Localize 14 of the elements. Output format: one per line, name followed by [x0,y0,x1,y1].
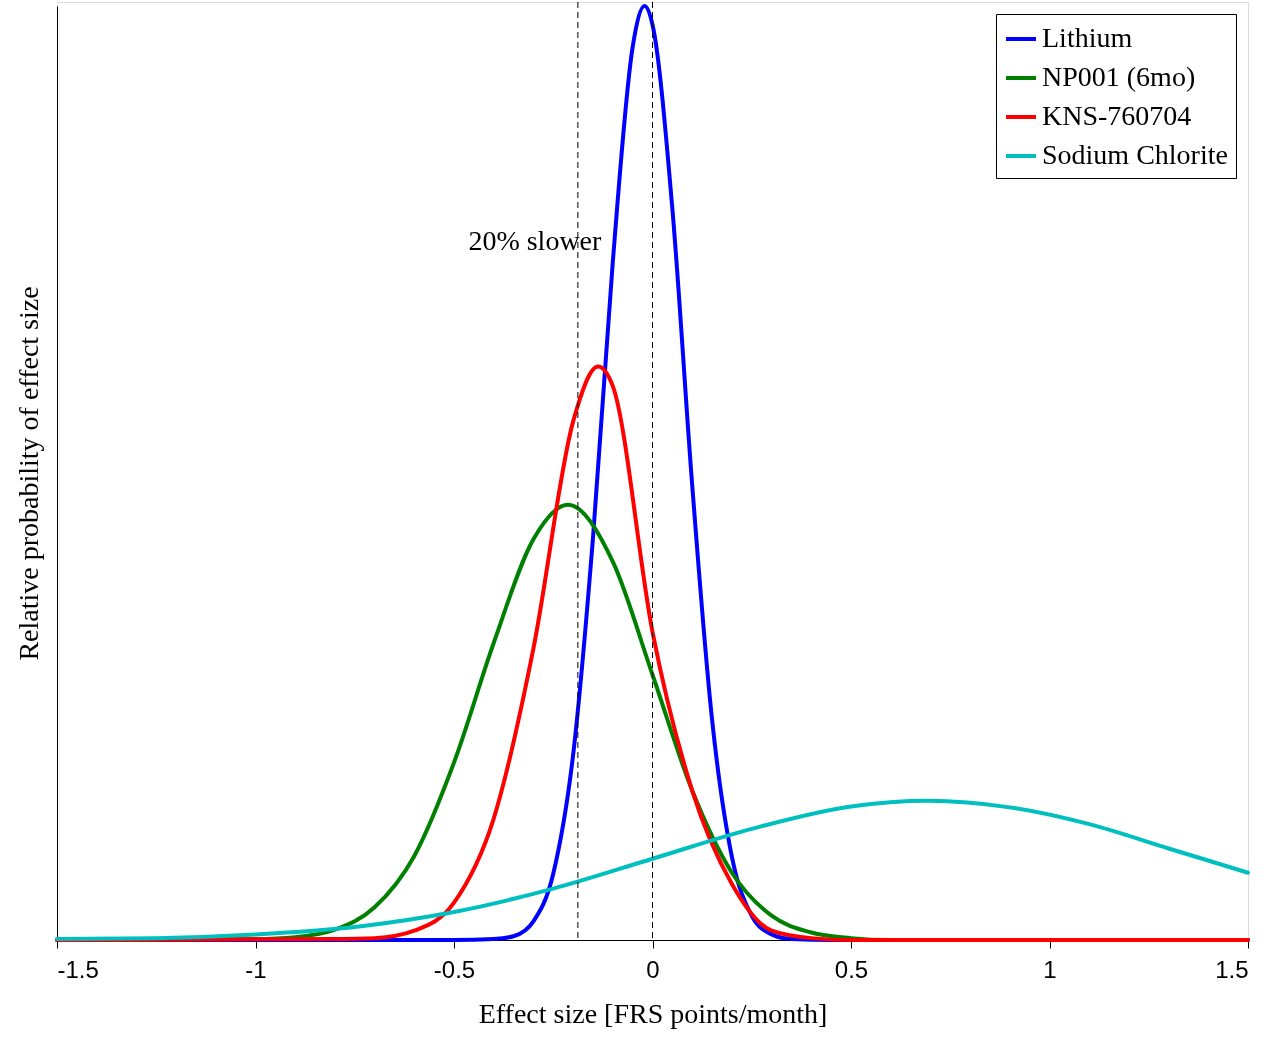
x-tick-label: -1 [245,955,267,983]
x-axis-title: Effect size [FRS points/month] [478,997,828,1029]
x-tick-label: 1 [1043,955,1057,983]
ref-line-label: 20% slower [468,225,603,256]
legend-label: Sodium Chlorite [1042,139,1228,170]
x-tick-label: -0.5 [433,955,476,983]
legend-label: Lithium [1042,22,1133,53]
x-tick-label: 0 [646,955,660,983]
y-axis-title: Relative probability of effect size [12,286,44,661]
x-tick-label: 1.5 [1215,955,1249,983]
legend-label: KNS-760704 [1042,100,1192,131]
legend-label: NP001 (6mo) [1042,61,1196,92]
x-tick-label: 0.5 [834,955,869,983]
x-tick-label: -1.5 [57,955,99,983]
